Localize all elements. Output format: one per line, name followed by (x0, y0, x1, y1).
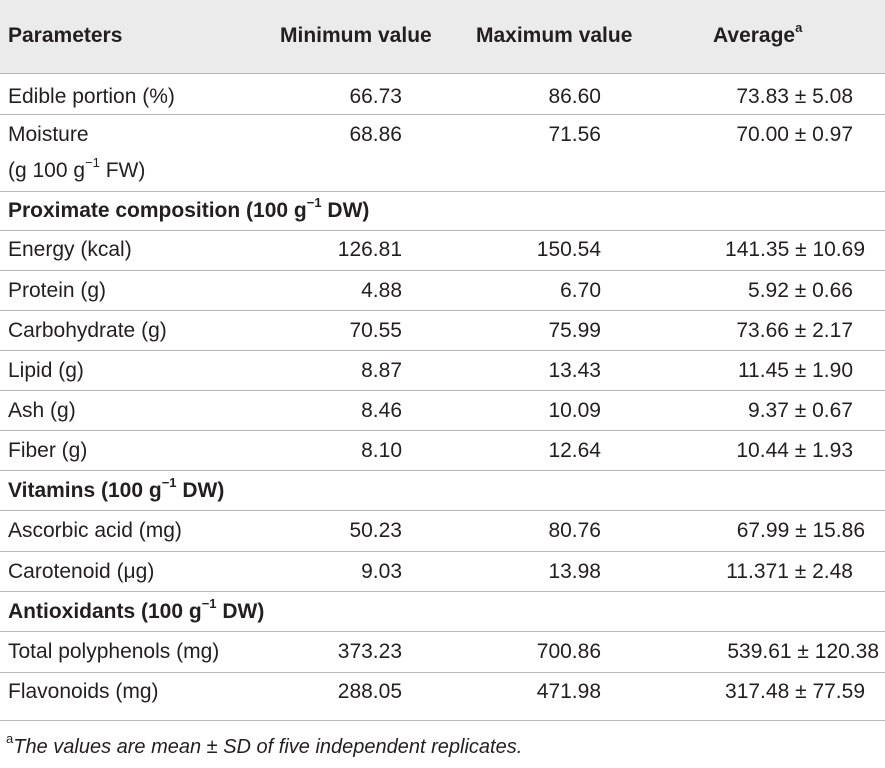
row-label: Flavonoids (mg) (8, 680, 159, 703)
row-avg: 73.66 ± 2.17 (736, 319, 853, 342)
row-min: 4.88 (361, 279, 402, 302)
row-avg: 67.99 ± 15.86 (736, 519, 865, 542)
row-max: 700.86 (536, 640, 601, 663)
row-max: 150.54 (536, 238, 601, 261)
row-label: Edible portion (%) (8, 85, 175, 108)
table-footnote: aThe values are mean ± SD of five indepe… (6, 731, 523, 758)
row-avg: 9.37 ± 0.67 (748, 399, 853, 422)
header-maximum: Maximum value (476, 24, 633, 47)
row-avg: 70.00 ± 0.97 (736, 123, 853, 146)
header-parameters: Parameters (8, 24, 123, 47)
row-rule (0, 551, 885, 552)
row-avg: 317.48 ± 77.59 (725, 680, 865, 703)
row-rule (0, 672, 885, 673)
row-min: 68.86 (349, 123, 402, 146)
row-min: 70.55 (349, 319, 402, 342)
row-max: 71.56 (548, 123, 601, 146)
row-rule (0, 114, 885, 115)
row-max: 471.98 (536, 680, 601, 703)
row-avg: 141.35 ± 10.69 (725, 238, 865, 261)
section-heading: Vitamins (100 g−1 DW) (8, 475, 225, 502)
row-rule (0, 390, 885, 391)
row-max: 12.64 (548, 439, 601, 462)
row-rule (0, 270, 885, 271)
section-heading: Antioxidants (100 g−1 DW) (8, 596, 265, 623)
row-label: Carbohydrate (g) (8, 319, 167, 342)
row-label: Ascorbic acid (mg) (8, 519, 182, 542)
row-rule (0, 191, 885, 192)
row-rule (0, 591, 885, 592)
row-avg: 11.371 ± 2.48 (726, 560, 853, 583)
header-average: Averagea (713, 20, 803, 47)
table-bottom-rule (0, 720, 885, 721)
row-max: 80.76 (548, 519, 601, 542)
row-min: 126.81 (337, 238, 402, 261)
row-max: 86.60 (548, 85, 601, 108)
row-label: Carotenoid (μg) (8, 560, 155, 583)
row-rule (0, 631, 885, 632)
row-avg: 11.45 ± 1.90 (737, 359, 853, 382)
row-max: 13.98 (548, 560, 601, 583)
row-rule (0, 310, 885, 311)
row-avg: 10.44 ± 1.93 (736, 439, 853, 462)
row-min: 8.87 (361, 359, 402, 382)
row-min: 50.23 (349, 519, 402, 542)
row-avg: 5.92 ± 0.66 (748, 279, 853, 302)
row-rule (0, 510, 885, 511)
row-label: Moisture (8, 123, 89, 146)
row-min: 288.05 (337, 680, 402, 703)
section-heading: Proximate composition (100 g−1 DW) (8, 195, 370, 222)
row-min: 66.73 (349, 85, 402, 108)
row-label: Energy (kcal) (8, 238, 132, 261)
header-rule (0, 73, 885, 74)
row-max: 6.70 (560, 279, 601, 302)
table-header-band (0, 0, 885, 73)
row-min: 8.10 (361, 439, 402, 462)
row-min: 9.03 (361, 560, 402, 583)
row-label: Lipid (g) (8, 359, 84, 382)
row-rule (0, 350, 885, 351)
row-label: Protein (g) (8, 279, 107, 302)
row-avg: 73.83 ± 5.08 (736, 85, 853, 108)
row-rule (0, 230, 885, 231)
row-min: 8.46 (361, 399, 402, 422)
header-minimum: Minimum value (280, 24, 432, 47)
row-label: Ash (g) (8, 399, 76, 422)
row-label: Fiber (g) (8, 439, 88, 462)
row-avg: 539.61 ± 120.38 (727, 640, 879, 663)
row-max: 13.43 (548, 359, 601, 382)
row-max: 75.99 (548, 319, 601, 342)
row-min: 373.23 (337, 640, 402, 663)
row-label-unit: (g 100 g−1 FW) (8, 155, 146, 182)
row-rule (0, 470, 885, 471)
row-max: 10.09 (548, 399, 601, 422)
row-rule (0, 430, 885, 431)
row-label: Total polyphenols (mg) (8, 640, 220, 663)
